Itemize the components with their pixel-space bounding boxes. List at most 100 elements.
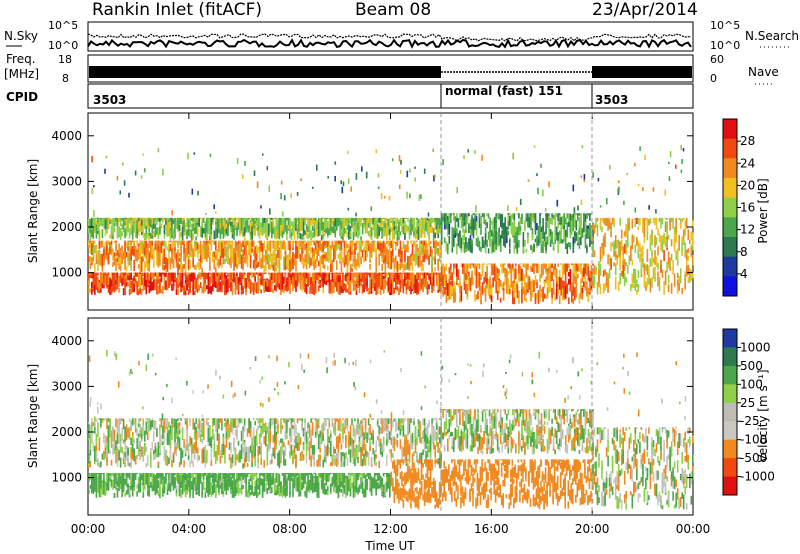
scatter-echo — [643, 275, 646, 288]
scatter-echo — [376, 273, 379, 284]
scatter-echo — [201, 272, 203, 277]
scatter-echo — [564, 217, 567, 225]
scatter-echo — [210, 225, 213, 235]
scatter-echo — [465, 263, 467, 273]
scatter-echo — [337, 282, 340, 295]
scatter-echo — [373, 242, 376, 253]
scatter-echo — [125, 220, 128, 231]
scatter-echo — [131, 278, 134, 293]
scatter-echo — [118, 252, 120, 259]
scatter-echo — [243, 226, 246, 235]
scatter-echo — [286, 217, 288, 221]
scatter-echo — [445, 280, 448, 290]
scatter-echo — [101, 266, 104, 272]
scatter-echo — [301, 217, 303, 231]
scatter-echo — [558, 269, 561, 277]
scatter-echo — [343, 217, 346, 228]
scatter-echo — [633, 268, 635, 275]
scatter-echo — [190, 240, 193, 248]
scatter-echo — [95, 485, 98, 491]
scatter-echo — [443, 222, 446, 230]
scatter-echo — [228, 217, 231, 225]
scatter-echo — [486, 263, 488, 266]
scatter-echo — [592, 274, 594, 281]
scatter-echo — [354, 272, 356, 277]
scatter-echo — [349, 217, 352, 224]
scatter-echo — [447, 213, 449, 215]
scatter-echo — [431, 225, 433, 234]
scatter-echo — [162, 257, 164, 271]
scatter-echo — [272, 249, 275, 265]
scatter-echo — [651, 250, 653, 257]
scatter-echo — [468, 213, 470, 217]
scatter-echo — [204, 487, 207, 494]
scatter-echo — [106, 273, 108, 284]
scatter-echo — [209, 482, 211, 495]
scatter-echo — [622, 254, 624, 264]
scatter-echo — [122, 288, 125, 296]
scatter-echo — [496, 232, 499, 248]
velocity-data — [88, 350, 694, 510]
scatter-echo — [317, 221, 320, 231]
scatter-echo — [366, 272, 368, 288]
scatter-echo — [234, 489, 237, 496]
scatter-echo — [319, 282, 321, 286]
sparse-echo — [618, 186, 620, 193]
scatter-echo — [311, 217, 314, 225]
sparse-echo — [599, 205, 602, 208]
scatter-echo — [322, 217, 324, 220]
scatter-echo — [216, 279, 219, 292]
scatter-echo — [685, 259, 688, 273]
scatter-echo — [560, 277, 562, 287]
scatter-echo — [437, 275, 439, 290]
scatter-echo — [393, 287, 396, 294]
scatter-echo — [336, 260, 338, 270]
scatter-echo — [156, 240, 158, 244]
scatter-echo — [471, 216, 473, 231]
scatter-echo — [255, 253, 258, 261]
scatter-echo — [150, 277, 152, 292]
scatter-echo — [148, 473, 151, 488]
sparse-echo — [187, 152, 189, 160]
scatter-echo — [280, 224, 282, 237]
scatter-echo — [159, 283, 161, 294]
scatter-echo — [165, 473, 167, 478]
scatter-echo — [116, 257, 119, 262]
sparse-echo — [342, 181, 345, 187]
scatter-echo — [463, 263, 466, 270]
scatter-echo — [183, 253, 185, 262]
scatter-echo — [103, 284, 105, 289]
scatter-echo — [447, 296, 449, 301]
scatter-echo — [163, 224, 166, 235]
scatter-echo — [451, 272, 454, 287]
scatter-echo — [475, 216, 478, 227]
scatter-echo — [407, 225, 409, 232]
scatter-echo — [346, 243, 349, 249]
scatter-echo — [346, 251, 349, 267]
scatter-echo — [166, 217, 169, 219]
scatter-echo — [667, 262, 670, 269]
scatter-echo — [561, 288, 564, 301]
scatter-echo — [212, 473, 214, 484]
scatter-echo — [504, 267, 506, 278]
scatter-echo — [566, 222, 569, 238]
scatter-echo — [685, 249, 688, 260]
scatter-echo — [667, 251, 670, 264]
scatter-echo — [453, 263, 455, 267]
scatter-echo — [648, 265, 650, 280]
scatter-echo — [459, 213, 461, 220]
scatter-echo — [602, 217, 605, 224]
scatter-echo — [429, 217, 432, 220]
scatter-echo — [531, 282, 534, 298]
scatter-echo — [379, 242, 382, 255]
scatter-echo — [518, 213, 520, 219]
scatter-echo — [177, 217, 179, 229]
scatter-echo — [184, 480, 187, 485]
scatter-echo — [498, 214, 500, 220]
scatter-echo — [301, 258, 303, 265]
scatter-echo — [136, 484, 138, 489]
scatter-echo — [320, 234, 323, 241]
scatter-echo — [625, 277, 627, 283]
sparse-echo — [648, 205, 650, 210]
scatter-echo — [159, 482, 161, 494]
